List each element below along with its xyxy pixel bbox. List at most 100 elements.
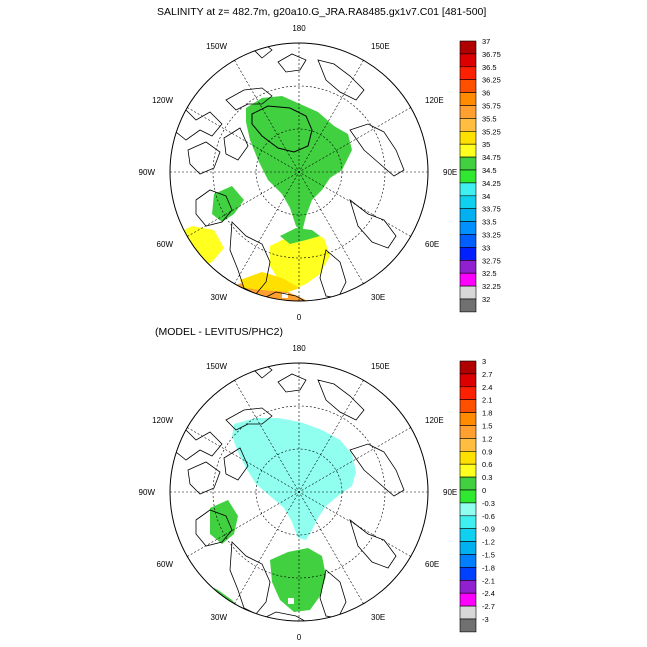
colorbar-label: 32.75 <box>482 256 501 265</box>
colorbar-label: 32.5 <box>482 269 497 278</box>
colorbar-swatch <box>459 502 477 517</box>
colorbar-label: 3 <box>482 357 486 366</box>
colorbar-swatch <box>459 234 477 248</box>
colorbar-swatch <box>459 66 477 81</box>
colorbar-swatch <box>459 605 477 620</box>
lon-label: 90E <box>443 488 457 497</box>
colorbar-label: -3 <box>482 615 489 624</box>
colorbar-label: -2.4 <box>482 589 495 598</box>
panel-1-title: SALINITY at z= 482.7m, g20a10.G_JRA.RA84… <box>157 6 487 18</box>
colorbar-swatch <box>459 195 477 210</box>
colorbar-label: 36.75 <box>482 50 501 59</box>
map-boundary <box>169 42 429 302</box>
field-cyan-bering <box>300 32 314 40</box>
lon-label: 60E <box>425 560 439 569</box>
colorbar-swatch <box>459 450 477 465</box>
graticule <box>170 363 428 621</box>
colorbar-label: 34.75 <box>482 153 501 162</box>
colorbar-swatch <box>459 40 477 55</box>
colorbar-swatch <box>459 425 477 439</box>
colorbar-label: 33.75 <box>482 205 501 214</box>
colorbar-swatch <box>459 272 477 287</box>
colorbar-label: 36.5 <box>482 63 497 72</box>
lon-label: 60W <box>157 240 174 249</box>
colorbar-label: -1.8 <box>482 563 495 572</box>
colorbar-label: 34 <box>482 192 490 201</box>
colorbar-label: 36 <box>482 89 490 98</box>
lon-label: 180 <box>292 24 306 33</box>
colorbar-label: 1.8 <box>482 409 492 418</box>
colorbar-label: 34.25 <box>482 179 501 188</box>
lon-label: 150W <box>206 42 227 51</box>
colorbar-label: 35 <box>482 140 490 149</box>
colorbar-label: 0.3 <box>482 473 492 482</box>
field-plus-0.3-labrador <box>210 500 238 544</box>
lon-labels: 180 150E 120E 90E 60E 30E 0 30W 60W 90W … <box>139 344 458 642</box>
colorbar-label: -2.7 <box>482 602 495 611</box>
colorbar-label: 1.5 <box>482 422 492 431</box>
lon-label: 150E <box>371 42 390 51</box>
coastlines <box>171 43 405 301</box>
colorbar-label: 36.25 <box>482 76 501 85</box>
land-mask-iceland <box>282 293 288 298</box>
colorbar-label: -0.6 <box>482 512 495 521</box>
lon-label: 30W <box>211 293 228 302</box>
colorbar-swatch <box>459 259 477 274</box>
colorbar-swatch <box>459 476 477 491</box>
field-labrador <box>212 186 244 222</box>
colorbar-swatch <box>459 118 477 132</box>
salinity-map: 180 150E 120E 90E 60E 30E 0 30W 60W 90W … <box>139 24 501 322</box>
lon-label: 90W <box>139 488 156 497</box>
graticule <box>170 43 428 301</box>
colorbar-difference: 3 2.7 2.4 2.1 1.8 1.5 1.2 0.9 0.6 0.3 0 -0.3 -0.6 -0.… <box>459 357 495 633</box>
colorbar-swatch <box>459 463 477 478</box>
colorbar-swatch <box>459 528 477 542</box>
colorbar-label: 1.2 <box>482 434 492 443</box>
lon-label: 120W <box>152 416 173 425</box>
colorbar-swatch <box>459 92 477 106</box>
colorbar-swatch <box>459 438 477 452</box>
field-minus-0.3 <box>232 418 356 540</box>
colorbar-swatch <box>459 131 477 145</box>
lon-label: 60E <box>425 240 439 249</box>
colorbar-label: 35.5 <box>482 114 497 123</box>
panel-2-title: (MODEL - LEVITUS/PHC2) <box>155 326 283 338</box>
lon-label: 60W <box>157 560 174 569</box>
colorbar-label: -0.9 <box>482 525 495 534</box>
colorbar-label: 35.25 <box>482 127 501 136</box>
colorbar-label: 33.25 <box>482 231 501 240</box>
lon-label: 120E <box>425 416 444 425</box>
coastlines <box>171 363 405 621</box>
colorbar-swatch <box>459 515 477 529</box>
colorbar-swatch <box>459 541 477 555</box>
lon-label: 150W <box>206 362 227 371</box>
colorbar-label: 0 <box>482 486 486 495</box>
colorbar-swatch <box>459 221 477 235</box>
colorbar-swatch <box>459 618 477 633</box>
colorbar-swatch <box>459 567 477 581</box>
colorbar-label: 0.6 <box>482 460 492 469</box>
colorbar-label: 32 <box>482 295 490 304</box>
colorbar-swatch <box>459 208 477 222</box>
colorbar-swatch <box>459 53 477 68</box>
colorbar-label: 35.75 <box>482 102 501 111</box>
contour-34.75 <box>251 105 313 153</box>
colorbar-swatch <box>459 285 477 300</box>
lon-label: 30W <box>211 613 228 622</box>
colorbar-swatch <box>459 489 477 504</box>
colorbar-swatch <box>459 169 477 184</box>
land-mask-iceland <box>288 598 294 604</box>
colorbar-label: 32.25 <box>482 282 501 291</box>
field-plus-0.3-bering <box>300 352 314 360</box>
colorbar-swatch <box>459 412 477 426</box>
colorbar-swatch <box>459 386 477 400</box>
colorbar-label: 34.5 <box>482 166 497 175</box>
colorbar-swatch <box>459 298 477 313</box>
lon-label: 0 <box>297 633 302 642</box>
field-34.75-nordic <box>280 228 320 244</box>
colorbar-salinity: 37 36.75 36.5 36.25 36 35.75 35.5 35.25 35 34.75 3… <box>459 37 501 313</box>
colorbar-swatch <box>459 592 477 607</box>
field-35-atlantic-west <box>172 226 224 270</box>
colorbar-label: 2.4 <box>482 383 492 392</box>
